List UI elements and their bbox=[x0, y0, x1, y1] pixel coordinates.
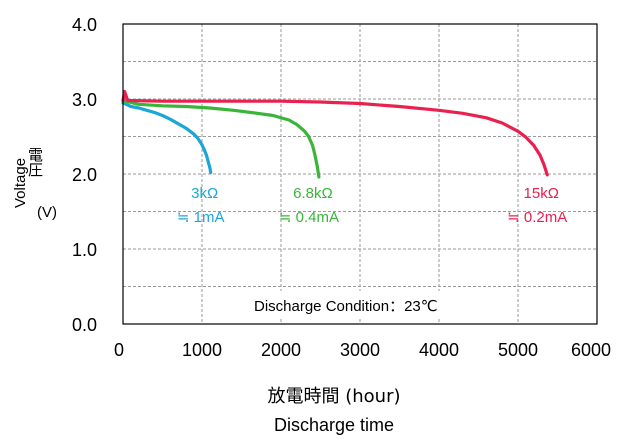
series-current-label-3: ≒ 0.2mA bbox=[507, 209, 567, 226]
series-line-3 bbox=[121, 89, 549, 177]
y-axis-unit: (V) bbox=[37, 204, 57, 221]
x-tick-label: 6000 bbox=[571, 340, 611, 360]
series-lines bbox=[121, 89, 549, 179]
series-label-2: 6.8kΩ bbox=[293, 185, 333, 202]
x-tick-labels: 0 1000 2000 3000 4000 5000 6000 bbox=[114, 340, 611, 360]
x-tick-label: 0 bbox=[114, 340, 124, 360]
x-tick-label: 5000 bbox=[498, 340, 538, 360]
series-current-label-1: ≒ 1mA bbox=[177, 209, 225, 226]
y-tick-labels: 0.0 1.0 2.0 3.0 4.0 bbox=[72, 15, 97, 335]
discharge-condition-annotation: Discharge Condition：23℃ bbox=[254, 298, 438, 315]
x-axis-label-en: Discharge time bbox=[274, 415, 394, 435]
x-tick-label: 3000 bbox=[340, 340, 380, 360]
series-line-2 bbox=[121, 98, 321, 179]
annotation-box: Discharge Condition：23℃ bbox=[246, 291, 472, 319]
y-axis-label-jp: 電圧 bbox=[26, 147, 44, 177]
series-labels: 3kΩ ≒ 1mA 6.8kΩ ≒ 0.4mA 15kΩ ≒ 0.2mA bbox=[177, 185, 567, 226]
series-line-1 bbox=[121, 101, 213, 175]
y-tick-label: 0.0 bbox=[72, 315, 97, 335]
y-tick-label: 3.0 bbox=[72, 90, 97, 110]
y-tick-label: 1.0 bbox=[72, 240, 97, 260]
y-tick-label: 2.0 bbox=[72, 165, 97, 185]
series-current-label-2: ≒ 0.4mA bbox=[279, 209, 339, 226]
y-tick-label: 4.0 bbox=[72, 15, 97, 35]
x-tick-label: 4000 bbox=[419, 340, 459, 360]
y-axis-label: Voltage bbox=[12, 158, 29, 208]
x-tick-label: 2000 bbox=[261, 340, 301, 360]
series-label-1: 3kΩ bbox=[191, 185, 218, 202]
x-tick-label: 1000 bbox=[182, 340, 222, 360]
series-label-3: 15kΩ bbox=[524, 185, 559, 202]
x-axis-label: 放電時間 (hour) bbox=[268, 386, 401, 407]
grid bbox=[123, 24, 597, 324]
plot-frame bbox=[122, 23, 598, 325]
